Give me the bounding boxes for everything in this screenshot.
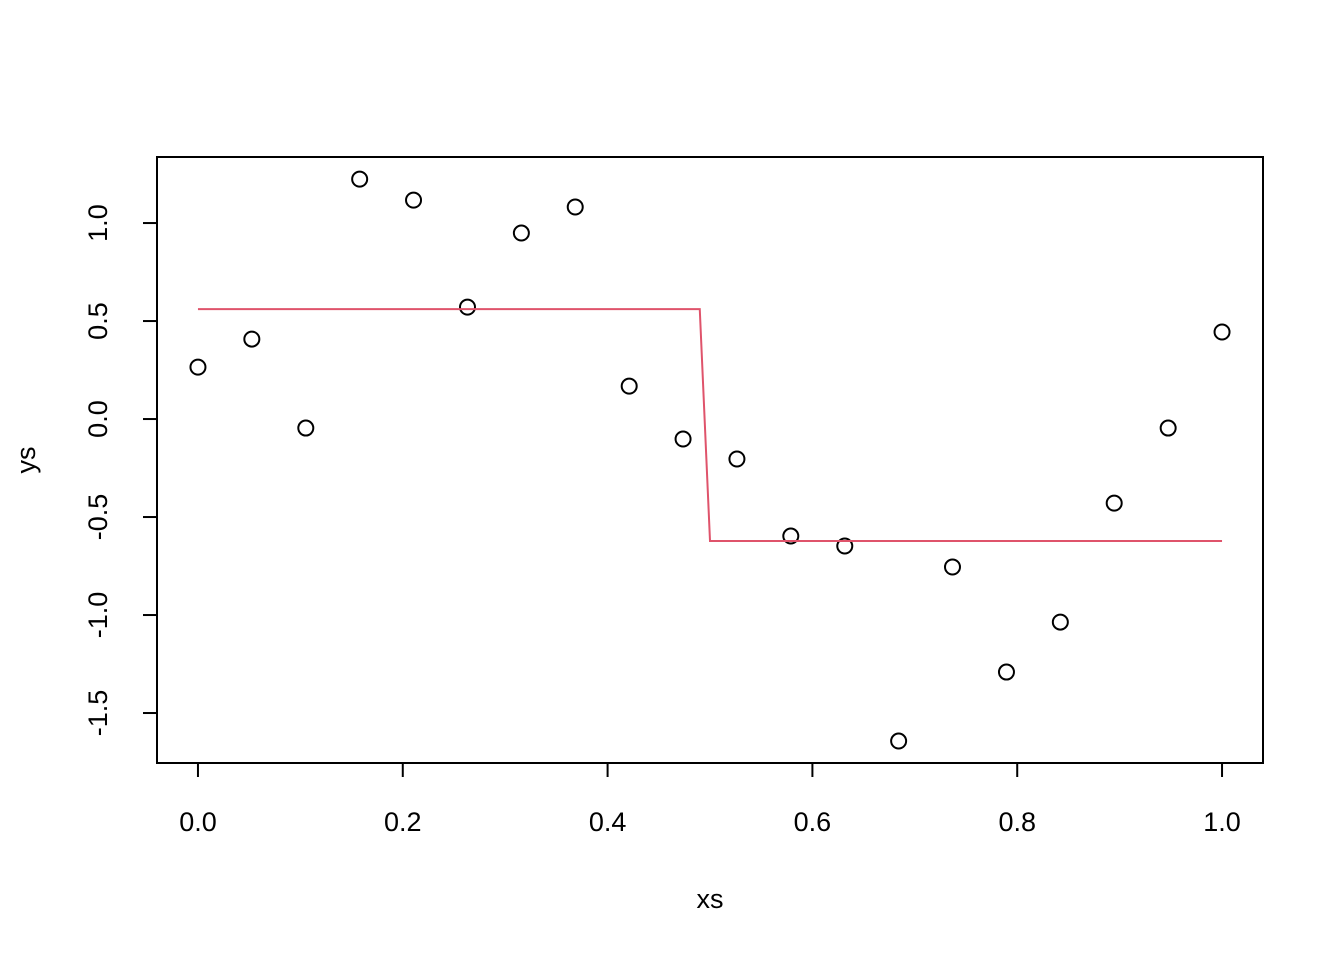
y-tick-label: -1.0 [83,592,113,639]
plot-box [156,156,1264,764]
x-tick-label: 0.4 [589,807,627,837]
point [458,298,476,316]
x-tick-label: 1.0 [1203,807,1241,837]
y-axis-label: ys [11,447,41,474]
point [351,170,369,188]
point [1159,419,1177,437]
fit-line [197,308,1223,542]
point [189,358,207,376]
x-tick-label: 0.8 [998,807,1036,837]
point [405,191,423,209]
y-tick-label: 0.0 [83,400,113,438]
point [944,558,962,576]
y-tick-label: -1.5 [83,690,113,737]
point [1051,613,1069,631]
point [297,419,315,437]
point [836,537,854,555]
point [566,198,584,216]
x-axis-label: xs [697,884,724,914]
point [243,330,261,348]
point [512,224,530,242]
y-tick-label: -0.5 [83,494,113,541]
point [1105,494,1123,512]
y-tick-label: 1.0 [83,204,113,242]
x-tick-label: 0.6 [794,807,832,837]
point [997,663,1015,681]
point [890,732,908,750]
x-tick-label: 0.2 [384,807,422,837]
y-tick-label: 0.5 [83,302,113,340]
point [728,450,746,468]
point [782,527,800,545]
point [674,430,692,448]
point [1213,323,1231,341]
point [620,377,638,395]
x-tick-label: 0.0 [179,807,217,837]
